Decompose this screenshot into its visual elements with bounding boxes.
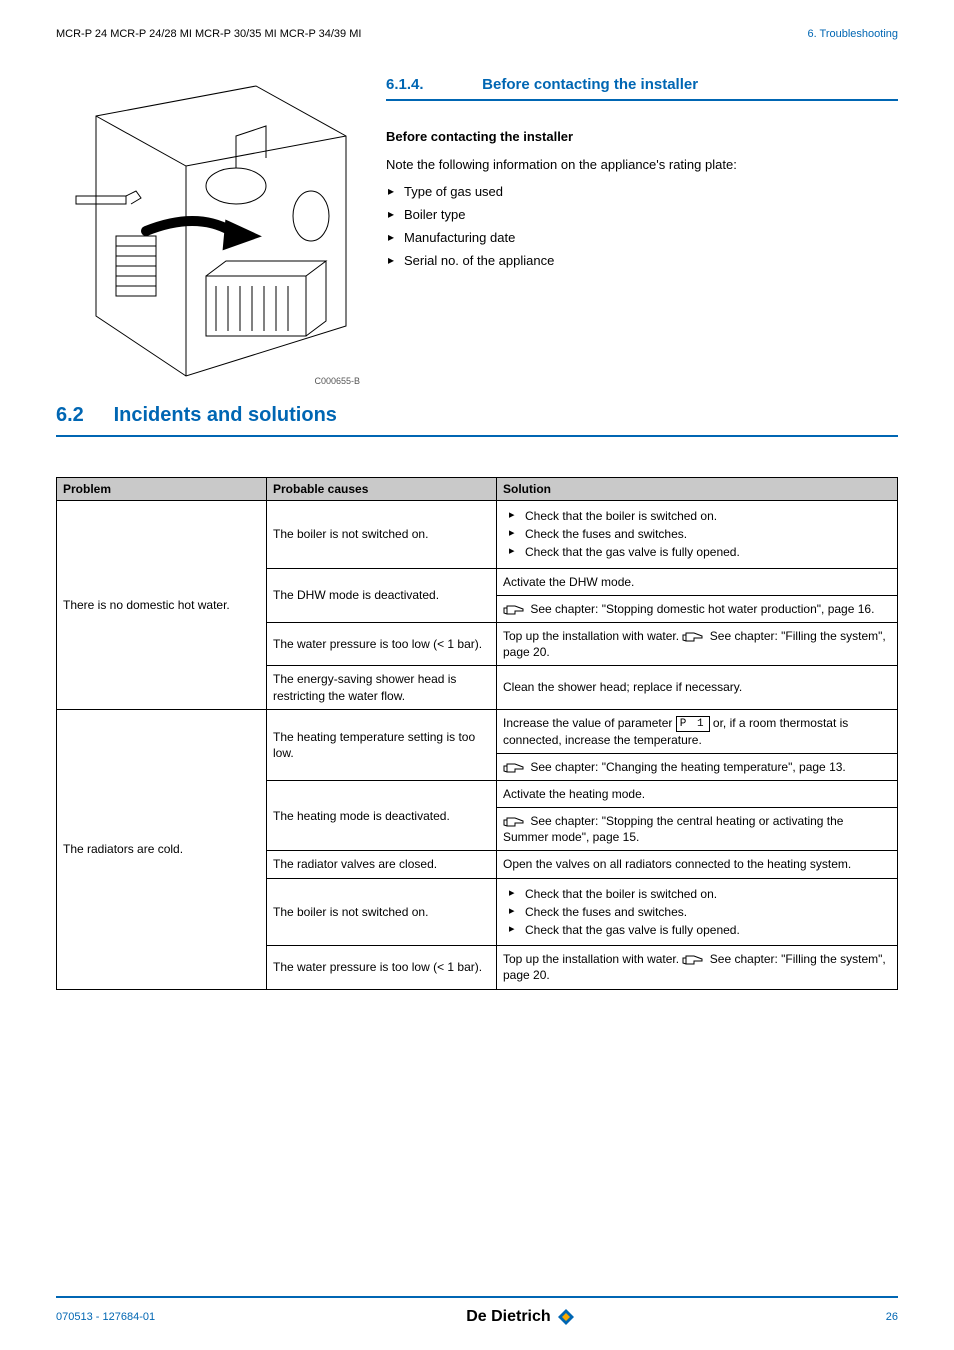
pointing-hand-icon: [503, 761, 525, 775]
info-bullet-list: Type of gas used Boiler type Manufacturi…: [386, 184, 898, 270]
heading-title: Incidents and solutions: [114, 404, 337, 426]
cause-cell: The boiler is not switched on.: [267, 501, 497, 569]
intro-paragraph: Note the following information on the ap…: [386, 156, 898, 174]
page-number: 26: [886, 1311, 898, 1323]
list-item: Check that the gas valve is fully opened…: [503, 922, 891, 938]
table-row: The radiators are cold. The heating temp…: [57, 709, 898, 753]
heading-rule: [56, 435, 898, 437]
cause-cell: The radiator valves are closed.: [267, 851, 497, 878]
solution-cell: Top up the installation with water. See …: [497, 622, 898, 665]
troubleshooting-table: Problem Probable causes Solution There i…: [56, 477, 898, 990]
col-header-cause: Probable causes: [267, 478, 497, 501]
list-item: Type of gas used: [386, 184, 898, 201]
problem-cell: The radiators are cold.: [57, 709, 267, 989]
section-6-2: 6.2 Incidents and solutions: [56, 404, 898, 437]
solution-text: Top up the installation with water.: [503, 629, 682, 643]
solution-cell: Increase the value of parameter P 1 or, …: [497, 709, 898, 753]
list-item: Boiler type: [386, 207, 898, 224]
pointing-hand-icon: [682, 630, 704, 644]
illustration-column: C000655-B: [56, 76, 366, 386]
list-item: Manufacturing date: [386, 230, 898, 247]
solution-cell: Clean the shower head; replace if necess…: [497, 666, 898, 709]
heading-number: 6.1.4.: [386, 76, 478, 93]
section-6-1-4-text: 6.1.4. Before contacting the installer B…: [386, 76, 898, 386]
solution-cell: Activate the heating mode.: [497, 780, 898, 807]
list-item: Check the fuses and switches.: [503, 526, 891, 542]
brand-logo: De Dietrich: [466, 1308, 574, 1326]
solution-cell: See chapter: "Stopping the central heati…: [497, 808, 898, 851]
list-item: Check that the boiler is switched on.: [503, 886, 891, 902]
cause-cell: The water pressure is too low (< 1 bar).: [267, 622, 497, 665]
solution-text: Increase the value of parameter: [503, 716, 676, 730]
list-item: Serial no. of the appliance: [386, 253, 898, 270]
brand-diamond-icon: [557, 1308, 575, 1326]
table-row: There is no domestic hot water. The boil…: [57, 501, 898, 569]
solution-list: Check that the boiler is switched on. Ch…: [503, 508, 891, 561]
cause-cell: The energy-saving shower head is restric…: [267, 666, 497, 709]
heading-number: 6.2: [56, 404, 108, 427]
section-6-1-4: C000655-B 6.1.4. Before contacting the i…: [56, 76, 898, 386]
cause-cell: The DHW mode is deactivated.: [267, 568, 497, 622]
brand-name: De Dietrich: [466, 1308, 550, 1326]
parameter-display: P 1: [676, 716, 710, 732]
header-section: 6. Troubleshooting: [807, 28, 898, 40]
solution-ref: See chapter: "Changing the heating tempe…: [530, 760, 845, 774]
col-header-problem: Problem: [57, 478, 267, 501]
cause-cell: The boiler is not switched on.: [267, 878, 497, 946]
pointing-hand-icon: [503, 603, 525, 617]
footer-row: 070513 - 127684-01 De Dietrich 26: [56, 1308, 898, 1326]
heading-rule: [386, 99, 898, 101]
list-item: Check the fuses and switches.: [503, 904, 891, 920]
solution-cell: Check that the boiler is switched on. Ch…: [497, 878, 898, 946]
boiler-illustration: [56, 76, 366, 386]
heading-6-2: 6.2 Incidents and solutions: [56, 404, 898, 427]
col-header-solution: Solution: [497, 478, 898, 501]
solution-cell: Check that the boiler is switched on. Ch…: [497, 501, 898, 569]
pointing-hand-icon: [682, 953, 704, 967]
solution-cell: Activate the DHW mode.: [497, 568, 898, 595]
problem-cell: There is no domestic hot water.: [57, 501, 267, 710]
cause-cell: The heating temperature setting is too l…: [267, 709, 497, 780]
solution-text: See chapter: "Stopping domestic hot wate…: [530, 602, 874, 616]
solution-list: Check that the boiler is switched on. Ch…: [503, 886, 891, 939]
list-item: Check that the gas valve is fully opened…: [503, 544, 891, 560]
footer-rule: [56, 1296, 898, 1298]
cause-cell: The water pressure is too low (< 1 bar).: [267, 946, 497, 989]
table-header-row: Problem Probable causes Solution: [57, 478, 898, 501]
cause-cell: The heating mode is deactivated.: [267, 780, 497, 851]
solution-cell: See chapter: "Changing the heating tempe…: [497, 753, 898, 780]
header-model-codes: MCR-P 24 MCR-P 24/28 MI MCR-P 30/35 MI M…: [56, 28, 361, 40]
list-item: Check that the boiler is switched on.: [503, 508, 891, 524]
subheading: Before contacting the installer: [386, 129, 898, 144]
heading-6-1-4: 6.1.4. Before contacting the installer: [386, 76, 898, 93]
solution-text: Top up the installation with water.: [503, 952, 682, 966]
solution-cell: Open the valves on all radiators connect…: [497, 851, 898, 878]
page-header: MCR-P 24 MCR-P 24/28 MI MCR-P 30/35 MI M…: [56, 28, 898, 40]
solution-ref: See chapter: "Stopping the central heati…: [503, 814, 843, 844]
heading-title: Before contacting the installer: [482, 76, 698, 93]
page-footer: 070513 - 127684-01 De Dietrich 26: [56, 1296, 898, 1326]
pointing-hand-icon: [503, 815, 525, 829]
footer-doc-code: 070513 - 127684-01: [56, 1311, 155, 1323]
solution-cell: Top up the installation with water. See …: [497, 946, 898, 989]
solution-cell: See chapter: "Stopping domestic hot wate…: [497, 595, 898, 622]
